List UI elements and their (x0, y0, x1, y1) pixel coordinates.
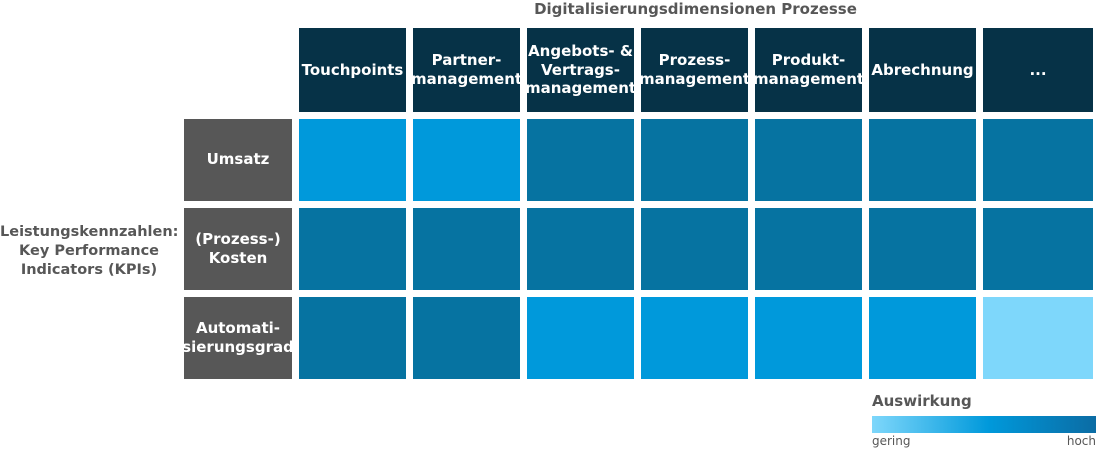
legend-scale-labels: gering hoch (872, 434, 1096, 448)
column-header-prozessmanagement: Prozess- management (639, 28, 750, 112)
row-label-prozesskosten: (Prozess-) Kosten (184, 208, 292, 290)
impact-legend: Auswirkung gering hoch (872, 392, 1096, 448)
legend-max-label: hoch (1066, 434, 1096, 448)
matrix-cell-r1-c5 (869, 208, 976, 290)
matrix-cell-r2-c5 (869, 297, 976, 379)
column-header-angebots-vertragsmanagement: Angebots- & Vertrags- management (525, 28, 636, 112)
matrix-cell-r0-c3 (641, 119, 748, 201)
matrix-cell-r0-c6 (983, 119, 1093, 201)
column-header-partnermanagement: Partner- management (411, 28, 522, 112)
grid-corner-spacer (184, 28, 292, 112)
matrix-cell-r2-c0 (299, 297, 406, 379)
matrix-cell-r0-c1 (413, 119, 520, 201)
matrix-cell-r0-c2 (527, 119, 634, 201)
legend-title: Auswirkung (872, 392, 972, 410)
matrix-cell-r0-c0 (299, 119, 406, 201)
matrix-cell-r2-c2 (527, 297, 634, 379)
matrix-cell-r2-c4 (755, 297, 862, 379)
matrix-cell-r1-c3 (641, 208, 748, 290)
legend-gradient-bar (872, 416, 1096, 433)
column-header-abrechnung: Abrechnung (869, 28, 976, 112)
column-header-touchpoints: Touchpoints (299, 28, 406, 112)
row-label-umsatz: Umsatz (184, 119, 292, 201)
matrix-cell-r1-c2 (527, 208, 634, 290)
matrix-cell-r0-c4 (755, 119, 862, 201)
matrix-cell-r2-c3 (641, 297, 748, 379)
chart-title: Digitalisierungsdimensionen Prozesse (534, 0, 857, 18)
matrix-cell-r1-c4 (755, 208, 862, 290)
column-header-ellipsis: ... (983, 28, 1093, 112)
matrix-cell-r1-c0 (299, 208, 406, 290)
matrix-cell-r1-c1 (413, 208, 520, 290)
y-axis-label: Leistungskennzahlen: Key Performance Ind… (0, 224, 179, 278)
matrix-cell-r1-c6 (983, 208, 1093, 290)
heatmap-matrix: Touchpoints Partner- management Angebots… (182, 28, 1093, 379)
row-label-automatisierungsgrad: Automati- sierungsgrad (182, 297, 294, 379)
matrix-cell-r2-c1 (413, 297, 520, 379)
column-header-produktmanagement: Produkt- management (753, 28, 864, 112)
matrix-cell-r2-c6 (983, 297, 1093, 379)
matrix-cell-r0-c5 (869, 119, 976, 201)
legend-min-label: gering (872, 434, 911, 448)
